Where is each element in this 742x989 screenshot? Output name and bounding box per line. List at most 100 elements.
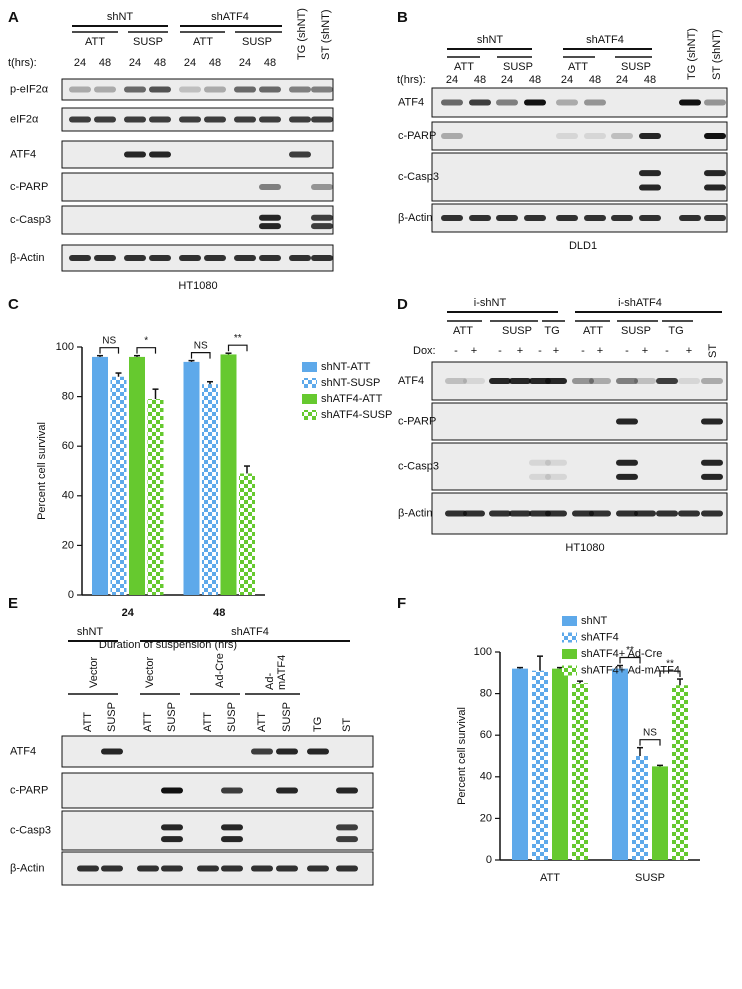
- time-value: 24: [616, 74, 628, 86]
- time-value: 48: [154, 57, 166, 69]
- blot-band: [616, 418, 638, 425]
- significance-label: *: [144, 335, 148, 346]
- blot-band: [584, 215, 606, 221]
- significance-label: **: [666, 659, 674, 670]
- blot-band: [149, 116, 171, 123]
- legend-label: shATF4-ATT: [321, 393, 383, 405]
- blot-band: [311, 255, 333, 261]
- blot-band: [529, 473, 551, 480]
- y-tick-label: 40: [480, 771, 492, 783]
- blot-band: [251, 748, 273, 755]
- blot-band: [469, 99, 491, 106]
- blot-strip: [61, 810, 374, 851]
- blot-row-label: c-PARP: [10, 784, 48, 796]
- time-value: -: [665, 345, 669, 357]
- blot-band: [445, 378, 467, 384]
- group-label: shATF4: [231, 626, 269, 638]
- time-value: 48: [209, 57, 221, 69]
- legend-swatch: [302, 394, 317, 404]
- time-value: 24: [129, 57, 141, 69]
- blot-band: [307, 748, 329, 755]
- legend-swatch: [562, 632, 577, 643]
- blot-band: [589, 510, 611, 517]
- blot-band: [616, 510, 638, 517]
- blot-band: [94, 86, 116, 93]
- cell-line-label: HT1080: [178, 280, 217, 292]
- blot-band: [524, 215, 546, 221]
- blot-band: [701, 418, 723, 425]
- blot-band: [463, 378, 485, 384]
- blot-band: [124, 86, 146, 93]
- blot-band: [69, 116, 91, 123]
- blot-band: [545, 510, 567, 517]
- blot-row-label: c-Casp3: [10, 214, 51, 226]
- x-tick-label: SUSP: [635, 872, 665, 884]
- significance-bracket: [639, 739, 661, 746]
- blot-row-label: β-Actin: [10, 252, 44, 264]
- y-axis-label: Percent cell survival: [456, 707, 468, 805]
- blot-band: [639, 184, 661, 191]
- legend-label: shNT: [581, 615, 608, 627]
- blot-band: [289, 255, 311, 261]
- blot-band: [161, 787, 183, 794]
- blot-band: [704, 215, 726, 221]
- blot-row-label: ATF4: [398, 375, 424, 387]
- blot-band: [161, 836, 183, 843]
- x-tick-label: ATT: [540, 872, 560, 884]
- bar: [632, 756, 648, 860]
- blot-band: [634, 510, 656, 517]
- blot-band: [701, 510, 723, 517]
- blot-band: [496, 215, 518, 221]
- time-value: 24: [239, 57, 251, 69]
- control-label: TG (shNT): [686, 28, 698, 80]
- blot-band: [509, 378, 531, 384]
- blot-band: [634, 378, 656, 384]
- blot-band: [336, 824, 358, 831]
- blot-band: [704, 184, 726, 191]
- time-label: t(hrs):: [397, 74, 426, 86]
- blot-band: [616, 473, 638, 480]
- time-value: 24: [561, 74, 573, 86]
- bar: [202, 384, 218, 595]
- blot-band: [234, 255, 256, 261]
- time-value: -: [625, 345, 629, 357]
- blot-band: [204, 116, 226, 123]
- blot-band: [276, 865, 298, 872]
- significance-label: **: [234, 333, 242, 344]
- lane-label: TG: [312, 717, 324, 732]
- x-axis-label: Duration of suspension (hrs): [99, 639, 237, 651]
- blot-band: [259, 214, 281, 221]
- significance-bracket: [659, 670, 681, 678]
- vector-label: Vector: [88, 656, 100, 688]
- bar: [147, 399, 164, 595]
- condition-label: ATT: [85, 36, 105, 48]
- y-tick-label: 0: [486, 854, 492, 866]
- blot-band: [441, 99, 463, 106]
- significance-bracket: [136, 347, 157, 354]
- blot-band: [221, 824, 243, 831]
- legend-label: shNT-SUSP: [321, 377, 380, 389]
- blot-band: [124, 255, 146, 261]
- blot-band: [656, 378, 678, 384]
- legend-swatch: [302, 362, 317, 372]
- blot-band: [69, 255, 91, 261]
- time-value: 48: [264, 57, 276, 69]
- blot-row-label: p-eIF2α: [10, 83, 49, 95]
- bar: [652, 766, 668, 860]
- blot-strip: [431, 121, 728, 151]
- blot-strip: [431, 442, 728, 491]
- blot-band: [179, 86, 201, 93]
- legend-label: shATF4+ Ad-mATF4: [581, 664, 680, 676]
- blot-row-label: β-Actin: [398, 212, 432, 224]
- legend-swatch: [562, 616, 577, 626]
- blot-row-label: β-Actin: [10, 862, 44, 874]
- blot-band: [69, 86, 91, 93]
- blot-band: [572, 510, 594, 517]
- blot-band: [77, 865, 99, 872]
- blot-band: [179, 255, 201, 261]
- control-label: ST: [707, 344, 719, 358]
- blot-band: [545, 378, 567, 384]
- legend-swatch: [562, 665, 577, 676]
- blot-band: [101, 748, 123, 755]
- blot-band: [259, 255, 281, 261]
